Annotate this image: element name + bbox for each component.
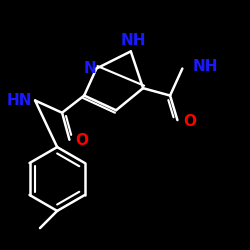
- Text: HN: HN: [7, 93, 32, 108]
- Text: O: O: [76, 134, 88, 148]
- Text: NH: NH: [192, 58, 218, 74]
- Text: NH: NH: [120, 33, 146, 48]
- Text: N: N: [84, 61, 97, 76]
- Text: O: O: [184, 114, 196, 129]
